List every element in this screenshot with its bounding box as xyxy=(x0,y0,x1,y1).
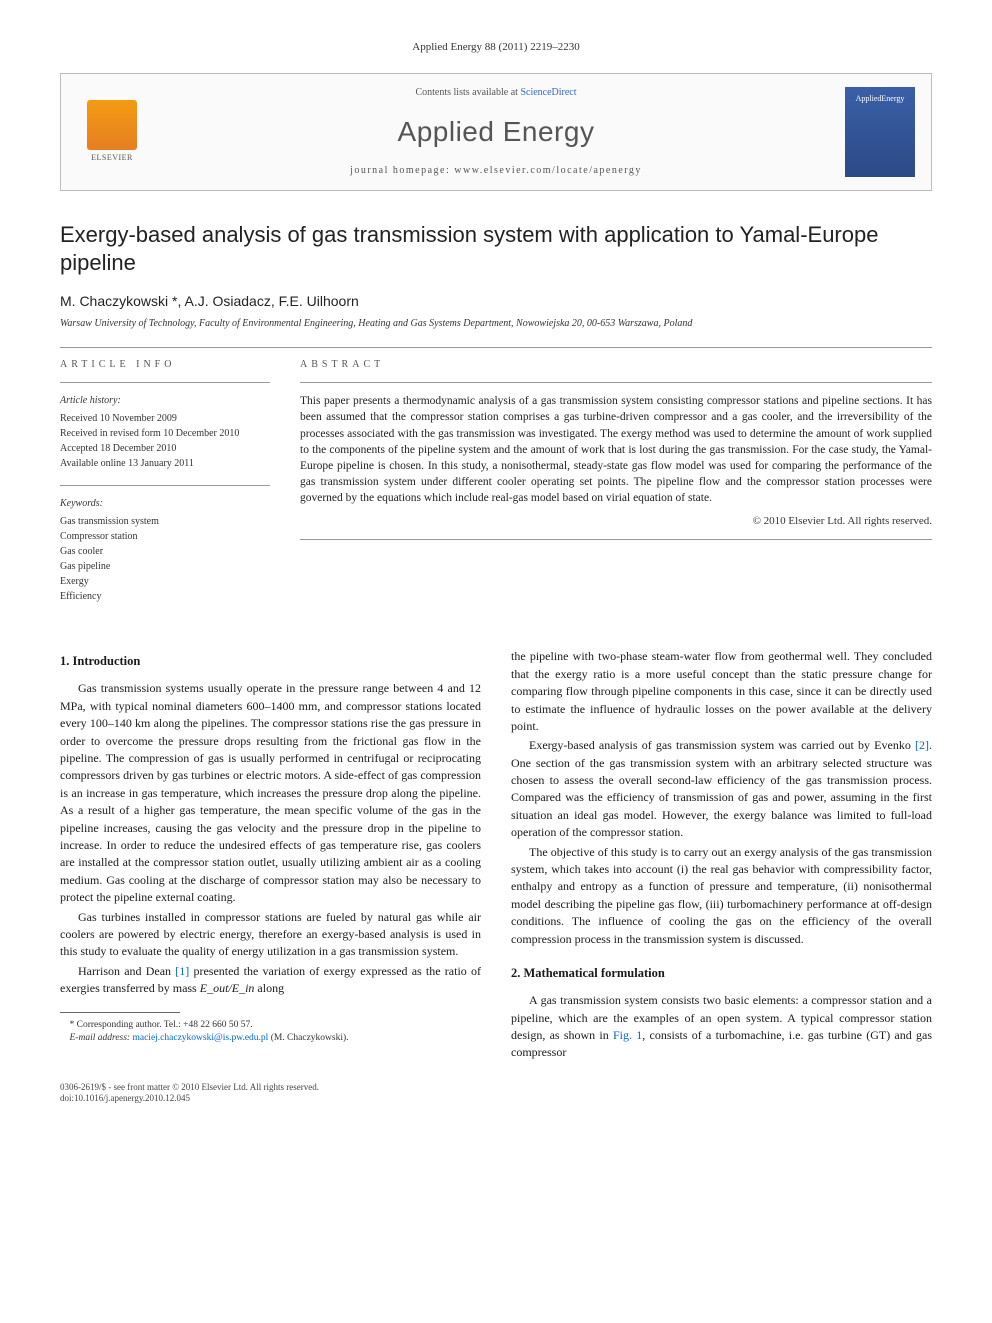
sciencedirect-link[interactable]: ScienceDirect xyxy=(520,87,576,98)
journal-cover: AppliedEnergy xyxy=(845,87,915,177)
homepage-line: journal homepage: www.elsevier.com/locat… xyxy=(147,164,845,178)
elsevier-tree-icon xyxy=(87,100,137,150)
abstract-header: ABSTRACT xyxy=(300,358,932,372)
body-text: Harrison and Dean xyxy=(78,964,175,978)
homepage-url[interactable]: www.elsevier.com/locate/apenergy xyxy=(454,165,642,176)
history-line: Available online 13 January 2011 xyxy=(60,456,270,471)
abstract-divider xyxy=(300,382,932,383)
email-suffix: (M. Chaczykowski). xyxy=(268,1033,348,1043)
homepage-prefix: journal homepage: xyxy=(350,165,454,176)
info-divider xyxy=(60,382,270,383)
body-columns: 1. Introduction Gas transmission systems… xyxy=(60,648,932,1061)
article-info-block: ARTICLE INFO Article history: Received 1… xyxy=(60,358,270,618)
journal-banner: ELSEVIER Contents lists available at Sci… xyxy=(60,73,932,190)
article-title: Exergy-based analysis of gas transmissio… xyxy=(60,221,932,278)
math-inline: E_out/E_in xyxy=(200,981,255,995)
figure-link[interactable]: Fig. 1 xyxy=(613,1028,642,1042)
email-line: E-mail address: maciej.chaczykowski@is.p… xyxy=(60,1032,481,1045)
body-text: Exergy-based analysis of gas transmissio… xyxy=(529,738,915,752)
keyword: Gas cooler xyxy=(60,544,270,559)
authors: M. Chaczykowski *, A.J. Osiadacz, F.E. U… xyxy=(60,292,932,312)
section-1-title: 1. Introduction xyxy=(60,652,481,670)
body-paragraph: The objective of this study is to carry … xyxy=(511,844,932,948)
keyword: Gas transmission system xyxy=(60,514,270,529)
reference-link[interactable]: [2] xyxy=(915,738,929,752)
history-line: Received in revised form 10 December 201… xyxy=(60,426,270,441)
body-text: along xyxy=(254,981,284,995)
body-paragraph: Gas transmission systems usually operate… xyxy=(60,680,481,906)
divider xyxy=(60,347,932,348)
keyword: Gas pipeline xyxy=(60,559,270,574)
history-block: Article history: Received 10 November 20… xyxy=(60,393,270,471)
cover-label: AppliedEnergy xyxy=(856,93,905,104)
info-divider xyxy=(60,485,270,486)
history-line: Received 10 November 2009 xyxy=(60,411,270,426)
body-paragraph: Harrison and Dean [1] presented the vari… xyxy=(60,963,481,998)
front-matter: 0306-2619/$ - see front matter © 2010 El… xyxy=(60,1082,932,1105)
contents-prefix: Contents lists available at xyxy=(415,87,520,98)
publisher-logo: ELSEVIER xyxy=(77,97,147,167)
history-title: Article history: xyxy=(60,393,270,408)
front-matter-line: 0306-2619/$ - see front matter © 2010 El… xyxy=(60,1082,932,1094)
email-label: E-mail address: xyxy=(70,1033,131,1043)
body-text: . One section of the gas transmission sy… xyxy=(511,738,932,839)
keyword: Exergy xyxy=(60,574,270,589)
body-paragraph: the pipeline with two-phase steam-water … xyxy=(511,648,932,735)
keywords-title: Keywords: xyxy=(60,496,270,511)
keyword: Efficiency xyxy=(60,589,270,604)
body-paragraph: Exergy-based analysis of gas transmissio… xyxy=(511,737,932,841)
keywords-block: Keywords: Gas transmission system Compre… xyxy=(60,496,270,604)
affiliation: Warsaw University of Technology, Faculty… xyxy=(60,317,932,331)
abstract-divider-bottom xyxy=(300,539,932,540)
header-citation: Applied Energy 88 (2011) 2219–2230 xyxy=(60,40,932,55)
abstract-text: This paper presents a thermodynamic anal… xyxy=(300,393,932,506)
reference-link[interactable]: [1] xyxy=(175,964,189,978)
body-paragraph: A gas transmission system consists two b… xyxy=(511,992,932,1062)
footnote-separator xyxy=(60,1012,180,1013)
article-info-header: ARTICLE INFO xyxy=(60,358,270,372)
history-line: Accepted 18 December 2010 xyxy=(60,441,270,456)
contents-line: Contents lists available at ScienceDirec… xyxy=(147,86,845,100)
footnote-block: * Corresponding author. Tel.: +48 22 660… xyxy=(60,1019,481,1046)
publisher-name: ELSEVIER xyxy=(91,152,133,163)
body-paragraph: Gas turbines installed in compressor sta… xyxy=(60,909,481,961)
email-link[interactable]: maciej.chaczykowski@is.pw.edu.pl xyxy=(132,1033,268,1043)
journal-name: Applied Energy xyxy=(147,112,845,151)
abstract-block: ABSTRACT This paper presents a thermodyn… xyxy=(300,358,932,618)
doi-line: doi:10.1016/j.apenergy.2010.12.045 xyxy=(60,1093,932,1105)
abstract-copyright: © 2010 Elsevier Ltd. All rights reserved… xyxy=(300,514,932,529)
keyword: Compressor station xyxy=(60,529,270,544)
section-2-title: 2. Mathematical formulation xyxy=(511,964,932,982)
corresponding-author: * Corresponding author. Tel.: +48 22 660… xyxy=(60,1019,481,1032)
